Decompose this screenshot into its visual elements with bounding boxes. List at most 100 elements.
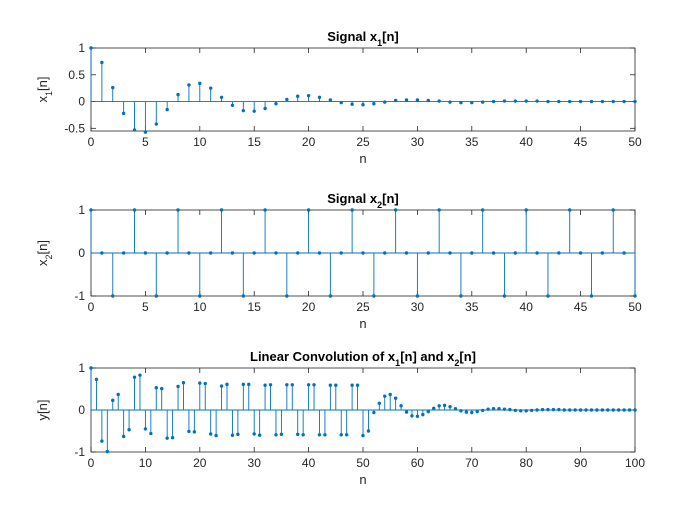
stem-marker bbox=[198, 381, 202, 385]
label-part: x bbox=[35, 259, 50, 266]
stem-marker bbox=[426, 409, 430, 414]
stem-marker bbox=[257, 433, 262, 437]
stem-marker bbox=[143, 427, 148, 431]
stem-marker bbox=[339, 251, 343, 255]
stem-marker bbox=[546, 99, 550, 104]
subscript: 1 bbox=[44, 91, 54, 96]
stem-marker bbox=[535, 251, 539, 255]
chart-title: Signal x1[n] bbox=[327, 29, 398, 48]
stem-marker bbox=[404, 98, 409, 102]
stem-marker bbox=[111, 398, 115, 403]
stem-marker bbox=[421, 412, 425, 417]
stem-marker bbox=[328, 383, 333, 387]
stem-marker bbox=[557, 99, 561, 104]
stem-marker bbox=[589, 99, 594, 104]
stem-marker bbox=[274, 433, 278, 437]
stem-marker bbox=[328, 98, 333, 102]
stem-marker bbox=[557, 251, 561, 255]
stem-marker bbox=[546, 294, 550, 298]
stem-marker bbox=[198, 81, 202, 86]
x-tick-label: 100 bbox=[625, 456, 645, 470]
stem-marker bbox=[89, 208, 93, 212]
stem-marker bbox=[480, 208, 485, 212]
stem-marker bbox=[633, 294, 637, 298]
x-tick-label: 0 bbox=[88, 300, 95, 314]
stem-marker bbox=[176, 384, 180, 389]
stem-marker bbox=[470, 251, 474, 255]
stem-marker bbox=[491, 251, 496, 255]
stem-marker bbox=[410, 414, 414, 418]
subscript: 1 bbox=[377, 38, 382, 48]
subscript: 1 bbox=[395, 358, 400, 368]
stem-marker bbox=[143, 130, 148, 134]
stem-marker bbox=[448, 100, 452, 104]
stem-marker bbox=[187, 429, 191, 434]
y-tick-label: 1 bbox=[78, 41, 85, 55]
stem-marker bbox=[393, 396, 398, 400]
stem-marker bbox=[361, 251, 365, 255]
x-tick-label: 30 bbox=[411, 300, 425, 314]
stem-marker bbox=[486, 407, 490, 411]
label-part: [n] and x bbox=[400, 349, 455, 364]
subscript: 2 bbox=[44, 254, 54, 259]
stem-marker bbox=[633, 408, 637, 412]
stem-marker bbox=[138, 373, 142, 377]
y-tick-label: 0 bbox=[78, 403, 85, 417]
stem-marker bbox=[366, 429, 371, 433]
x-tick-label: 10 bbox=[193, 135, 207, 149]
stem-marker bbox=[132, 208, 137, 212]
stem-marker bbox=[437, 208, 441, 212]
stem-marker bbox=[154, 386, 158, 390]
y-tick-label: 0.5 bbox=[68, 68, 85, 82]
stem-marker bbox=[491, 407, 496, 411]
stem-marker bbox=[508, 407, 512, 412]
stem-marker bbox=[334, 383, 338, 387]
stem-marker bbox=[219, 95, 224, 99]
x-axis-label: n bbox=[359, 151, 366, 166]
x-tick-label: 70 bbox=[465, 456, 479, 470]
stem-marker bbox=[296, 94, 300, 98]
stem-marker bbox=[502, 99, 507, 103]
y-tick-label: 1 bbox=[78, 203, 85, 217]
stem-marker bbox=[317, 433, 322, 437]
x-tick-label: 30 bbox=[411, 135, 425, 149]
stem-marker bbox=[328, 294, 333, 298]
stem-marker bbox=[404, 410, 409, 414]
stem-marker bbox=[285, 383, 289, 387]
stem-marker bbox=[546, 407, 550, 412]
stem-marker bbox=[480, 408, 485, 413]
stem-marker bbox=[339, 433, 343, 437]
stem-marker bbox=[143, 251, 148, 255]
stem-marker bbox=[622, 408, 626, 412]
stem-marker bbox=[225, 382, 229, 387]
label-part: y[n] bbox=[35, 400, 50, 421]
stem-marker bbox=[208, 432, 213, 436]
x-axis-label: n bbox=[359, 316, 366, 331]
label-part: x bbox=[35, 95, 50, 102]
stem-marker bbox=[404, 251, 409, 255]
stem-marker bbox=[551, 407, 556, 412]
stem-marker bbox=[578, 251, 583, 255]
stem-marker bbox=[578, 99, 583, 104]
label-part: [n] bbox=[35, 77, 50, 91]
x-tick-label: 45 bbox=[574, 300, 588, 314]
stem-marker bbox=[622, 99, 626, 104]
x-tick-label: 40 bbox=[302, 456, 316, 470]
x-tick-label: 0 bbox=[88, 135, 95, 149]
stem-marker bbox=[252, 251, 256, 255]
stem-marker bbox=[111, 294, 115, 298]
chart-title: Signal x2[n] bbox=[327, 191, 398, 210]
stem-marker bbox=[285, 97, 289, 102]
stem-marker bbox=[154, 294, 158, 298]
y-tick-label: -0.5 bbox=[64, 121, 85, 135]
x-tick-label: 35 bbox=[465, 300, 479, 314]
stem-marker bbox=[236, 432, 240, 437]
stem-marker bbox=[350, 383, 354, 387]
x-tick-label: 15 bbox=[248, 300, 262, 314]
stem-marker bbox=[606, 408, 610, 412]
y-tick-label: 0 bbox=[78, 95, 85, 109]
x-tick-label: 40 bbox=[520, 300, 534, 314]
y-axis-label: y[n] bbox=[35, 400, 50, 421]
stem-marker bbox=[480, 100, 485, 104]
